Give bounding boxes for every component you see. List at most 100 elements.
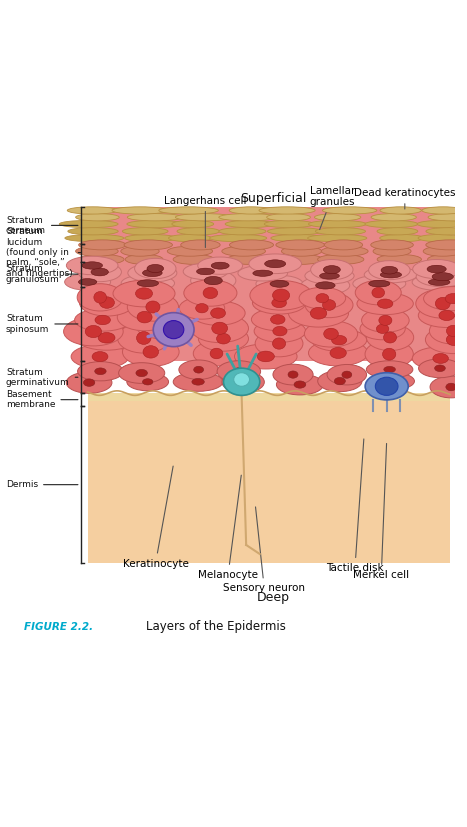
Text: Stratum
granulosum: Stratum granulosum [6, 265, 78, 284]
Ellipse shape [127, 373, 169, 390]
Ellipse shape [191, 270, 236, 291]
Ellipse shape [253, 292, 306, 314]
Ellipse shape [121, 246, 159, 256]
Ellipse shape [417, 221, 467, 227]
Ellipse shape [153, 313, 194, 347]
Text: Melanocyte: Melanocyte [198, 476, 258, 580]
Ellipse shape [85, 325, 102, 337]
Ellipse shape [255, 330, 303, 356]
Ellipse shape [270, 280, 289, 287]
Ellipse shape [167, 246, 212, 256]
Bar [87, 393, 450, 401]
Ellipse shape [125, 255, 163, 265]
Ellipse shape [308, 221, 367, 227]
Ellipse shape [238, 378, 248, 386]
Ellipse shape [309, 340, 368, 366]
Ellipse shape [430, 376, 467, 398]
Ellipse shape [435, 298, 450, 310]
Ellipse shape [282, 246, 322, 256]
Ellipse shape [71, 345, 129, 369]
Ellipse shape [416, 289, 467, 318]
Ellipse shape [334, 377, 346, 385]
Ellipse shape [222, 371, 264, 393]
Ellipse shape [376, 324, 389, 333]
Ellipse shape [308, 234, 367, 241]
Ellipse shape [305, 292, 353, 318]
Ellipse shape [196, 304, 208, 313]
Ellipse shape [191, 314, 248, 342]
Ellipse shape [311, 260, 353, 280]
Ellipse shape [418, 359, 461, 378]
Ellipse shape [412, 274, 466, 290]
Ellipse shape [117, 304, 172, 331]
Ellipse shape [388, 378, 398, 385]
Ellipse shape [264, 221, 314, 227]
Ellipse shape [383, 332, 396, 343]
Ellipse shape [342, 371, 352, 378]
Ellipse shape [256, 275, 303, 293]
Ellipse shape [64, 317, 123, 346]
Ellipse shape [112, 207, 168, 214]
Ellipse shape [375, 377, 398, 395]
Ellipse shape [91, 268, 108, 276]
Ellipse shape [418, 304, 467, 327]
Ellipse shape [219, 213, 277, 221]
Ellipse shape [380, 271, 402, 278]
Ellipse shape [364, 266, 417, 283]
Text: Sensory neuron: Sensory neuron [223, 507, 305, 594]
Ellipse shape [412, 347, 467, 370]
Ellipse shape [122, 337, 179, 366]
Ellipse shape [127, 213, 183, 221]
Ellipse shape [79, 289, 134, 316]
Ellipse shape [380, 234, 424, 241]
Ellipse shape [372, 288, 384, 298]
Bar [87, 208, 450, 361]
Text: Merkel cell: Merkel cell [353, 443, 410, 580]
Ellipse shape [251, 308, 304, 331]
Ellipse shape [289, 299, 348, 327]
Ellipse shape [304, 321, 358, 347]
Ellipse shape [124, 240, 172, 250]
Ellipse shape [224, 368, 260, 395]
Ellipse shape [98, 332, 115, 343]
Ellipse shape [360, 318, 405, 340]
Ellipse shape [373, 246, 411, 256]
Text: Stratum
corneum: Stratum corneum [6, 216, 78, 235]
Ellipse shape [183, 263, 228, 280]
Ellipse shape [181, 240, 220, 250]
Ellipse shape [418, 234, 461, 241]
Ellipse shape [327, 365, 367, 385]
Ellipse shape [371, 213, 417, 221]
Ellipse shape [99, 297, 114, 308]
Ellipse shape [416, 266, 467, 287]
Ellipse shape [137, 311, 152, 323]
Ellipse shape [259, 207, 315, 214]
Text: Dermis: Dermis [6, 480, 78, 489]
Ellipse shape [318, 370, 362, 392]
Ellipse shape [177, 227, 219, 235]
Text: Lamellar
granules: Lamellar granules [310, 185, 355, 230]
Ellipse shape [66, 372, 112, 394]
Ellipse shape [365, 221, 418, 227]
Ellipse shape [272, 338, 286, 349]
Ellipse shape [184, 280, 237, 306]
Ellipse shape [372, 373, 414, 390]
Ellipse shape [314, 213, 361, 221]
Ellipse shape [280, 255, 323, 265]
Text: Keratinocyte: Keratinocyte [122, 466, 189, 568]
Ellipse shape [78, 240, 126, 250]
Ellipse shape [273, 364, 313, 385]
Ellipse shape [234, 368, 244, 375]
Ellipse shape [353, 275, 406, 292]
Ellipse shape [435, 365, 446, 371]
Ellipse shape [426, 240, 467, 250]
Ellipse shape [268, 227, 323, 235]
Ellipse shape [75, 308, 131, 331]
Ellipse shape [365, 373, 408, 400]
Ellipse shape [322, 207, 377, 214]
Ellipse shape [310, 308, 327, 319]
Ellipse shape [64, 274, 111, 290]
Ellipse shape [311, 329, 367, 351]
Ellipse shape [76, 213, 119, 221]
Text: Basement
membrane: Basement membrane [6, 390, 78, 409]
